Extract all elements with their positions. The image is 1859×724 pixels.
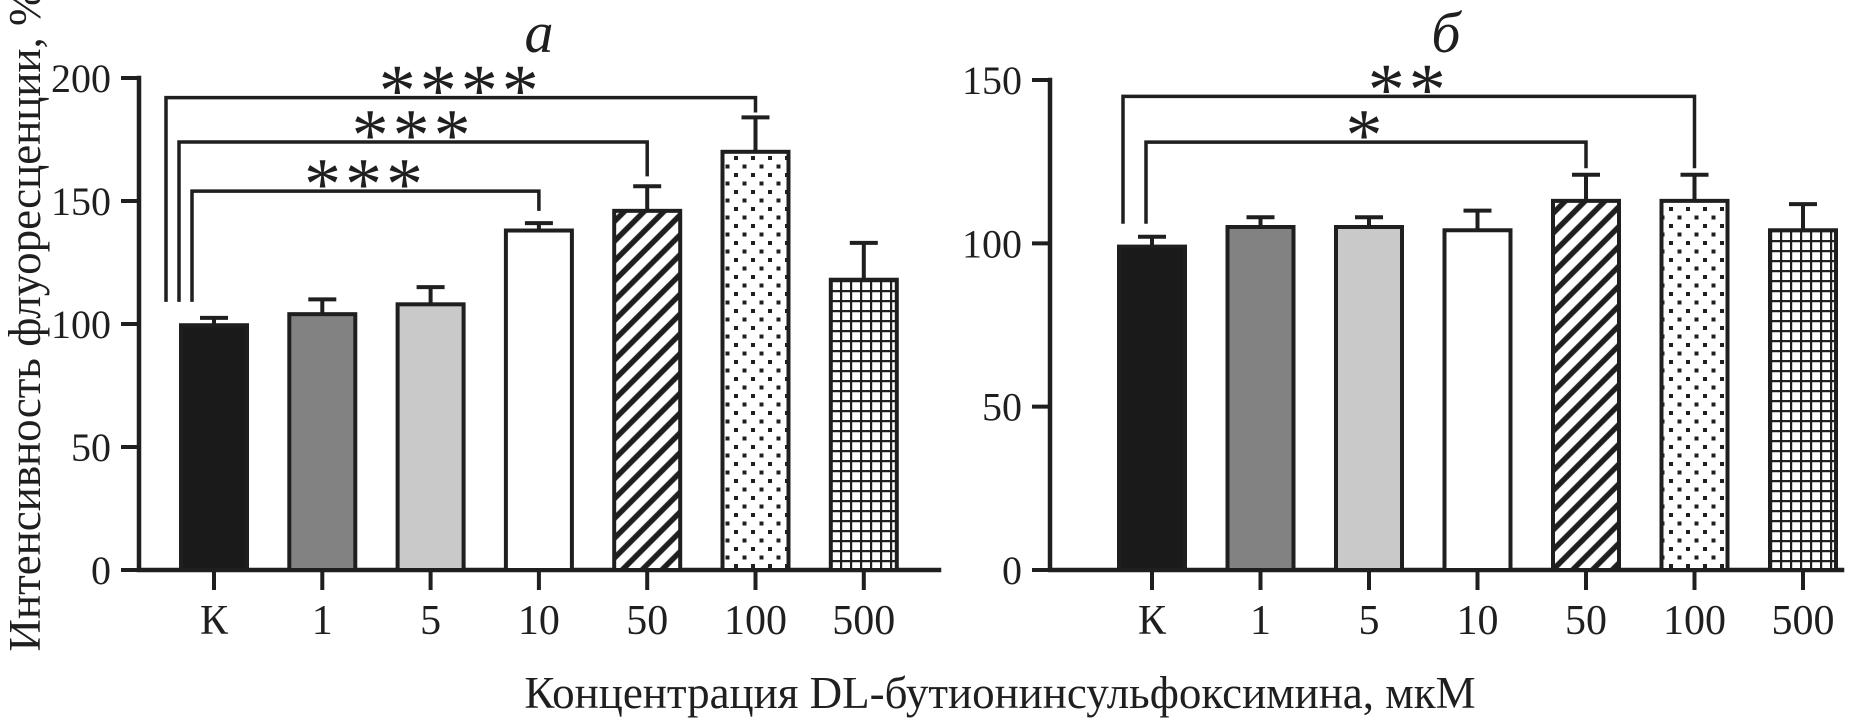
- y-tick-label-200: 200: [51, 56, 111, 101]
- x-axis-label: Концентрация DL-бутионинсульфоксимина, м…: [524, 668, 1475, 718]
- panel-a-title: a: [525, 0, 554, 65]
- panel-b-bar-К: [1117, 244, 1187, 572]
- panel-a-bar-1: [287, 312, 358, 572]
- x-tick-label-5: 5: [420, 598, 441, 644]
- y-axis-label: Интенсивность флуоресценции, %: [0, 0, 50, 652]
- x-tick-label-100: 100: [1663, 598, 1726, 644]
- significance-label: **: [1368, 49, 1450, 131]
- panel-a-bar-10: [503, 228, 574, 573]
- panel-b-bar-50: [1551, 198, 1621, 572]
- y-tick-label-100: 100: [51, 302, 111, 347]
- panel-b-bar-5: [1334, 225, 1404, 572]
- y-tick-label-150: 150: [962, 58, 1022, 103]
- significance-bracket-К-100: [164, 95, 758, 302]
- significance-label: ****: [379, 51, 543, 133]
- y-tick-label-150: 150: [51, 179, 111, 224]
- x-tick-label-100: 100: [724, 598, 787, 644]
- panel-a-bar-50: [612, 208, 683, 572]
- x-tick-label-1: 1: [312, 598, 333, 644]
- x-tick-label-5: 5: [1359, 598, 1380, 644]
- panel-b-bar-1: [1225, 225, 1296, 572]
- significance-bracket-К-100: [1121, 94, 1697, 224]
- x-tick-label-50: 50: [1565, 598, 1607, 644]
- y-tick-label-0: 0: [91, 548, 111, 593]
- panel-b-title: б: [1431, 0, 1462, 65]
- y-tick-label-50: 50: [982, 385, 1022, 430]
- panel-b-bar-10: [1442, 228, 1513, 572]
- x-tick-label-50: 50: [626, 598, 668, 644]
- x-tick-label-К: К: [200, 598, 229, 644]
- significance-label: ***: [304, 144, 427, 226]
- x-tick-label-500: 500: [832, 598, 895, 644]
- significance-bracket-К-50: [1144, 140, 1588, 224]
- panel-a-bar-500: [828, 277, 899, 572]
- x-tick-label-1: 1: [1250, 598, 1271, 644]
- x-tick-label-10: 10: [1457, 598, 1499, 644]
- x-tick-label-К: К: [1138, 598, 1167, 644]
- y-tick-label-0: 0: [1002, 548, 1022, 593]
- panel-b-bar-500: [1768, 228, 1838, 572]
- y-tick-label-100: 100: [962, 221, 1022, 266]
- panel-b-bar-100: [1659, 198, 1730, 572]
- x-tick-label-10: 10: [518, 598, 560, 644]
- significance-bracket-К-50: [177, 140, 649, 302]
- significance-label: *: [1346, 95, 1387, 177]
- x-tick-label-500: 500: [1772, 598, 1835, 644]
- panel-a-bar-К: [179, 323, 249, 573]
- significance-bracket-К-10: [190, 189, 541, 302]
- y-tick-label-50: 50: [71, 425, 111, 470]
- panel-a-bar-100: [720, 149, 791, 573]
- significance-label: ***: [352, 95, 475, 177]
- panel-a-bar-5: [395, 302, 466, 572]
